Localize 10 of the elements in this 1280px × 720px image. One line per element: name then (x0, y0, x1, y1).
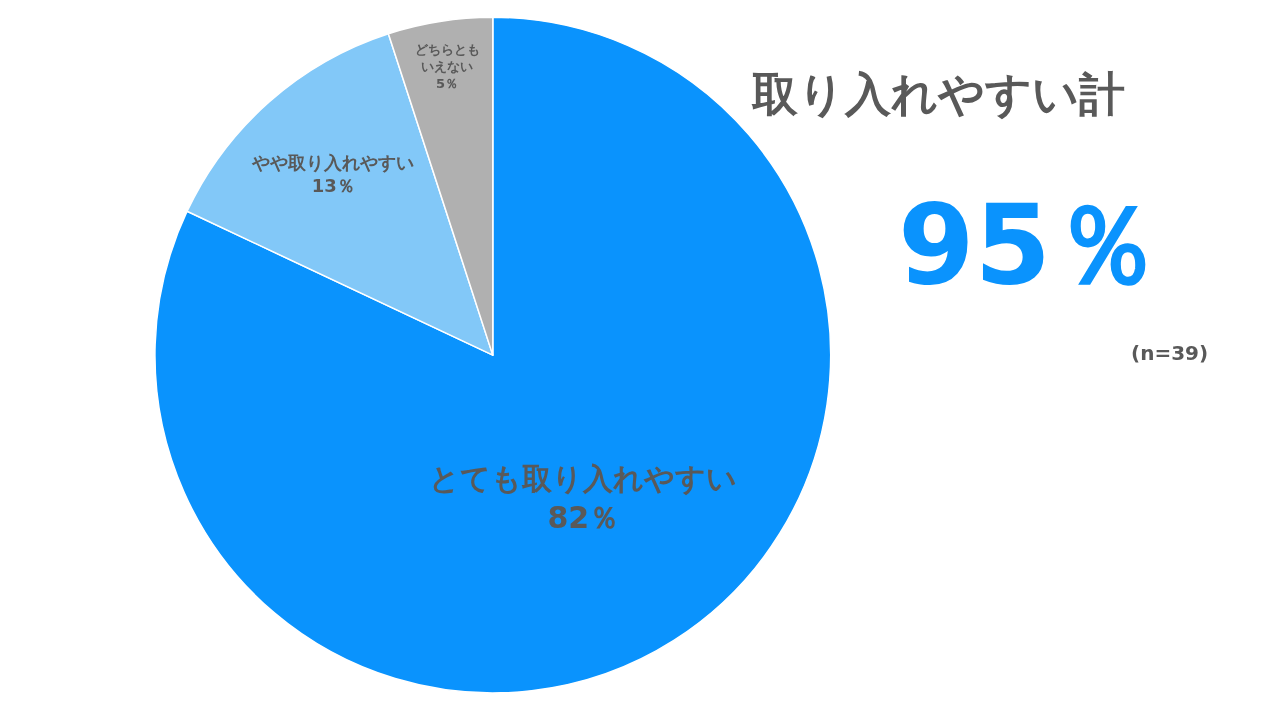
slice-label: どちらともいえない (414, 42, 480, 75)
data-label: 5％ (436, 75, 459, 91)
slice-label: やや取り入れやすい (251, 151, 415, 173)
text: 取り入れやすい計 (751, 67, 1125, 121)
data-label: 13％ (311, 174, 355, 196)
pie-slice (154, 16, 832, 694)
slice-label: とても取り入れやすい (429, 460, 738, 496)
data-label: 82％ (547, 499, 620, 535)
text: 95％ (898, 181, 1162, 309)
text: (n=39) (1131, 341, 1209, 365)
